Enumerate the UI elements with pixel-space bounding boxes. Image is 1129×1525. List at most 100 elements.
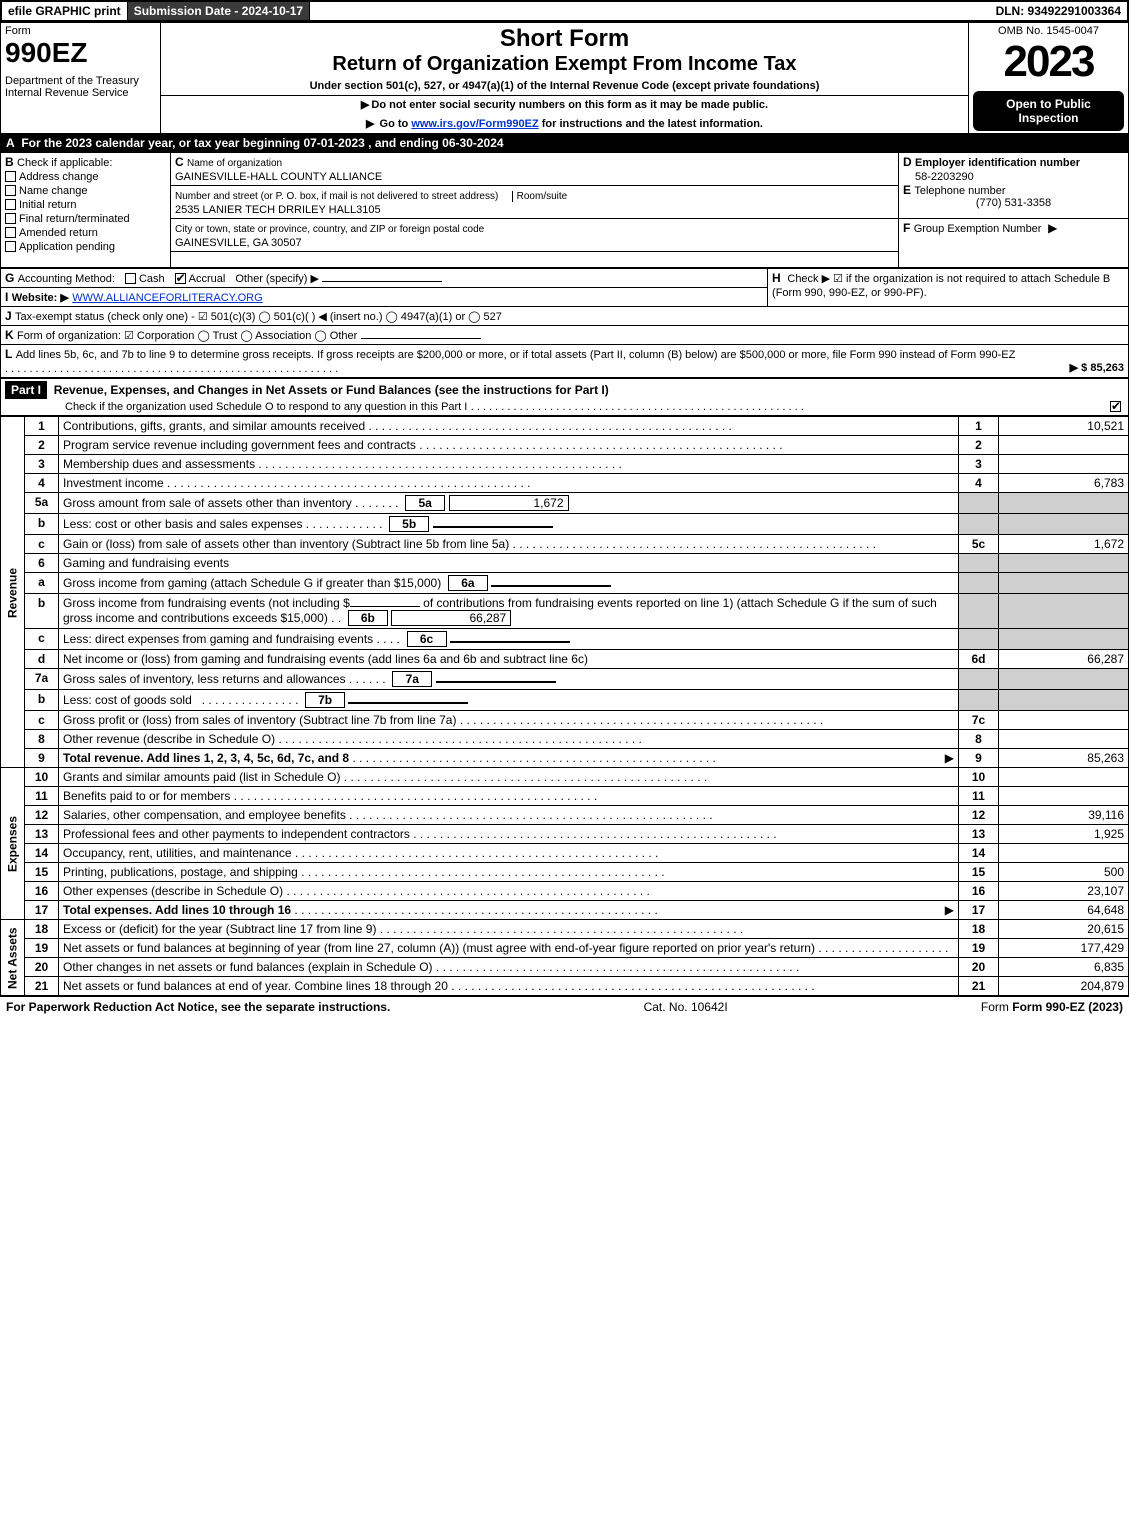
g5a xyxy=(959,493,999,514)
a13: 1,925 xyxy=(999,825,1129,844)
n5c: c xyxy=(25,535,59,554)
d18: Excess or (deficit) for the year (Subtra… xyxy=(59,920,959,939)
n15: 15 xyxy=(25,863,59,882)
n9: 9 xyxy=(25,749,59,768)
checkbox-pending[interactable] xyxy=(5,241,16,252)
instructions-link[interactable]: www.irs.gov/Form990EZ xyxy=(411,118,538,130)
d6d: Net income or (loss) from gaming and fun… xyxy=(59,650,959,669)
d7b: Less: cost of goods sold . . . . . . . .… xyxy=(59,690,959,711)
g5b xyxy=(959,514,999,535)
r15: 15 xyxy=(959,863,999,882)
n2: 2 xyxy=(25,436,59,455)
checkbox-final[interactable] xyxy=(5,213,16,224)
g7a xyxy=(959,669,999,690)
d5b: Less: cost or other basis and sales expe… xyxy=(59,514,959,535)
r12: 12 xyxy=(959,806,999,825)
box6b: 6b xyxy=(348,610,388,626)
checkbox-initial[interactable] xyxy=(5,199,16,210)
ba6c xyxy=(450,641,570,643)
letter-i: I xyxy=(5,290,8,304)
d19: Net assets or fund balances at beginning… xyxy=(59,939,959,958)
a4: 6,783 xyxy=(999,474,1129,493)
checkbox-amended[interactable] xyxy=(5,227,16,238)
ba5a: 1,672 xyxy=(449,495,569,511)
n1: 1 xyxy=(25,417,59,436)
d15: Printing, publications, postage, and shi… xyxy=(59,863,959,882)
n6c: c xyxy=(25,629,59,650)
r10: 10 xyxy=(959,768,999,787)
checkbox-cash[interactable] xyxy=(125,273,136,284)
ba6b: 66,287 xyxy=(391,610,511,626)
ghijk-table: G Accounting Method: Cash Accrual Other … xyxy=(0,268,1129,378)
letter-g: G xyxy=(5,271,14,285)
bcdef-table: B Check if applicable: Address change Na… xyxy=(0,152,1129,268)
ssn-note: Do not enter social security numbers on … xyxy=(371,99,768,111)
omb: OMB No. 1545-0047 xyxy=(973,25,1124,37)
d4: Investment income xyxy=(59,474,959,493)
part1-title: Revenue, Expenses, and Changes in Net As… xyxy=(54,383,609,397)
letter-k: K xyxy=(5,328,14,342)
f-label: Group Exemption Number xyxy=(914,223,1042,235)
street-address: 2535 LANIER TECH DRRILEY HALL3105 xyxy=(175,204,381,216)
n17: 17 xyxy=(25,901,59,920)
checkbox-accrual[interactable] xyxy=(175,273,186,284)
r19: 19 xyxy=(959,939,999,958)
website-link[interactable]: WWW.ALLIANCEFORLITERACY.ORG xyxy=(72,292,263,304)
a7c xyxy=(999,711,1129,730)
checkbox-name[interactable] xyxy=(5,185,16,196)
d6a: Gross income from gaming (attach Schedul… xyxy=(59,573,959,594)
footer: For Paperwork Reduction Act Notice, see … xyxy=(0,996,1129,1017)
g-label: Accounting Method: xyxy=(18,273,115,285)
d14: Occupancy, rent, utilities, and maintena… xyxy=(59,844,959,863)
checkbox-address[interactable] xyxy=(5,171,16,182)
r13: 13 xyxy=(959,825,999,844)
r1: 1 xyxy=(959,417,999,436)
dept-treasury: Department of the Treasury xyxy=(5,75,156,87)
d5c: Gain or (loss) from sale of assets other… xyxy=(59,535,959,554)
a6d: 66,287 xyxy=(999,650,1129,669)
expenses-label: Expenses xyxy=(1,768,25,920)
arrow-icon xyxy=(366,118,376,130)
a16: 23,107 xyxy=(999,882,1129,901)
ga6a xyxy=(999,573,1129,594)
letter-l: L xyxy=(5,347,12,361)
letter-a: A xyxy=(6,136,15,150)
n3: 3 xyxy=(25,455,59,474)
letter-h: H xyxy=(772,271,781,285)
telephone: (770) 531-3358 xyxy=(903,197,1124,209)
goto-pre: Go to xyxy=(380,118,412,130)
r3: 3 xyxy=(959,455,999,474)
opt-amended: Amended return xyxy=(19,227,98,239)
n18: 18 xyxy=(25,920,59,939)
ga6c xyxy=(999,629,1129,650)
box6c: 6c xyxy=(407,631,447,647)
letter-f: F xyxy=(903,221,910,235)
d2: Program service revenue including govern… xyxy=(59,436,959,455)
city-state-zip: GAINESVILLE, GA 30507 xyxy=(175,237,302,249)
goto-post: for instructions and the latest informat… xyxy=(542,118,763,130)
org-name: GAINESVILLE-HALL COUNTY ALLIANCE xyxy=(175,171,382,183)
part1-check: Check if the organization used Schedule … xyxy=(5,401,467,413)
ga5a xyxy=(999,493,1129,514)
a3 xyxy=(999,455,1129,474)
opt-name: Name change xyxy=(19,185,88,197)
f-arrow: ▶ xyxy=(1048,221,1057,235)
part1-body: Revenue 1 Contributions, gifts, grants, … xyxy=(0,416,1129,996)
l-amount: ▶ $ 85,263 xyxy=(1070,361,1124,374)
g6b xyxy=(959,594,999,629)
g6c xyxy=(959,629,999,650)
b-label: Check if applicable: xyxy=(17,157,112,169)
checkbox-schedule-o[interactable] xyxy=(1110,401,1121,412)
r18: 18 xyxy=(959,920,999,939)
r2: 2 xyxy=(959,436,999,455)
box6a: 6a xyxy=(448,575,488,591)
r11: 11 xyxy=(959,787,999,806)
ba7b xyxy=(348,702,468,704)
r7c: 7c xyxy=(959,711,999,730)
a2 xyxy=(999,436,1129,455)
r4: 4 xyxy=(959,474,999,493)
r21: 21 xyxy=(959,977,999,996)
ba5b xyxy=(433,526,553,528)
opt-pending: Application pending xyxy=(19,241,115,253)
submission-date: Submission Date - 2024-10-17 xyxy=(128,2,310,20)
